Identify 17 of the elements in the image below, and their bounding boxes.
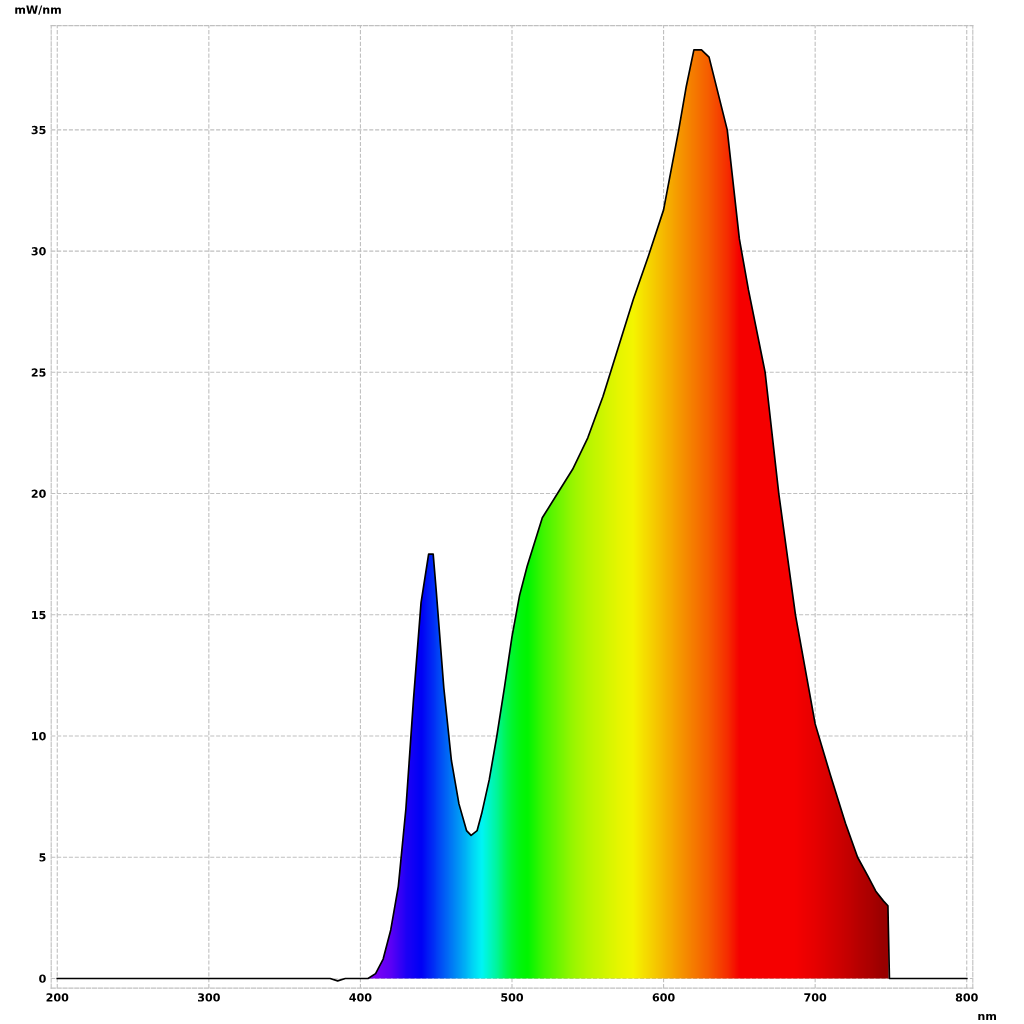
x-tick-label: 500 — [501, 993, 524, 1002]
x-tick-label: 700 — [804, 993, 827, 1002]
x-axis-title: nm — [978, 1013, 997, 1021]
x-tick-label: 600 — [652, 993, 675, 1002]
y-tick-label: 20 — [31, 489, 46, 498]
x-tick-label: 200 — [46, 993, 69, 1002]
x-tick-label: 300 — [197, 993, 220, 1002]
y-tick-label: 25 — [31, 368, 46, 377]
y-tick-label: 30 — [31, 247, 46, 256]
y-tick-label: 10 — [32, 731, 46, 741]
y-tick-label: 35 — [31, 125, 46, 135]
y-axis-title: mW/nm — [15, 5, 61, 15]
y-tick-label: 15 — [32, 610, 46, 620]
x-tick-label: 400 — [349, 993, 372, 1002]
x-tick-label: 800 — [955, 993, 978, 1002]
y-tick-label: 5 — [39, 853, 46, 862]
y-tick-label: 0 — [39, 974, 46, 983]
